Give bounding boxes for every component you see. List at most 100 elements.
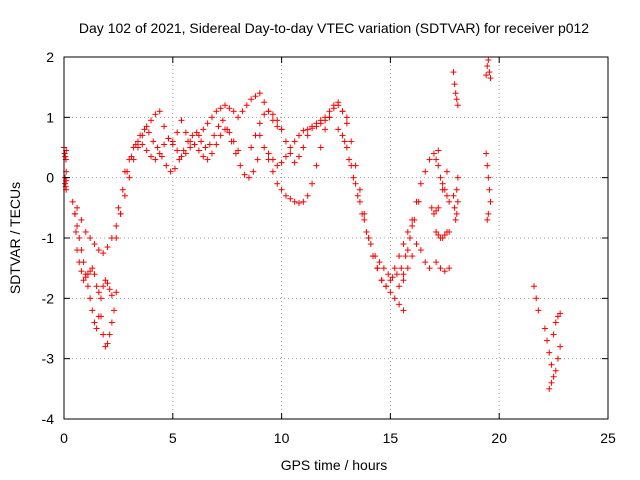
- data-point-marker: [404, 247, 411, 254]
- data-point-marker: [226, 129, 233, 136]
- y-tick-label: -2: [42, 290, 55, 306]
- data-point-marker: [152, 156, 159, 163]
- data-point-marker: [243, 102, 250, 109]
- data-point-marker: [304, 126, 311, 133]
- data-point-marker: [452, 90, 459, 97]
- data-point-marker: [330, 102, 337, 109]
- data-point-marker: [317, 144, 324, 151]
- data-point-marker: [287, 195, 294, 202]
- y-tick-label: -4: [42, 411, 55, 427]
- data-point-marker: [252, 132, 259, 139]
- data-point-marker: [269, 168, 276, 175]
- data-point-marker: [453, 96, 460, 103]
- data-point-marker: [437, 265, 444, 272]
- data-point-marker: [93, 283, 100, 290]
- data-point-marker: [376, 259, 383, 266]
- data-point-marker: [261, 144, 268, 151]
- data-point-marker: [309, 125, 316, 132]
- data-point-marker: [143, 147, 150, 154]
- data-point-marker: [335, 99, 342, 106]
- data-point-marker: [443, 192, 450, 199]
- data-point-marker: [180, 147, 187, 154]
- data-point-marker: [389, 274, 396, 281]
- data-point-marker: [134, 138, 141, 145]
- data-point-marker: [484, 162, 491, 169]
- data-point-marker: [548, 379, 555, 386]
- data-point-marker: [546, 385, 553, 392]
- data-point-marker: [97, 295, 104, 302]
- axis-ticks: [63, 56, 609, 420]
- data-point-marker: [441, 231, 448, 238]
- data-point-marker: [387, 277, 394, 284]
- data-point-marker: [356, 186, 363, 193]
- data-point-marker: [435, 204, 442, 211]
- data-point-marker: [256, 90, 263, 97]
- data-point-marker: [208, 114, 215, 121]
- data-point-marker: [452, 216, 459, 223]
- data-point-marker: [348, 162, 355, 169]
- data-point-marker: [274, 117, 281, 124]
- data-point-marker: [130, 144, 137, 151]
- y-tick-label: -1: [42, 230, 55, 246]
- data-point-marker: [443, 168, 450, 175]
- data-point-marker: [341, 138, 348, 145]
- data-point-marker: [433, 228, 440, 235]
- data-point-marker: [446, 198, 453, 205]
- data-point-marker: [550, 331, 557, 338]
- data-point-marker: [148, 153, 155, 160]
- data-point-marker: [269, 156, 276, 163]
- data-point-marker: [409, 253, 416, 260]
- chart-title: Day 102 of 2021, Sidereal Day-to-day VTE…: [79, 20, 589, 36]
- data-point-marker: [282, 138, 289, 145]
- data-point-marker: [433, 259, 440, 266]
- data-point-marker: [439, 180, 446, 187]
- x-tick-label: 0: [60, 430, 68, 446]
- data-point-marker: [132, 141, 139, 148]
- data-point-marker: [261, 111, 268, 118]
- data-point-marker: [248, 96, 255, 103]
- data-point-marker: [400, 271, 407, 278]
- x-tick-label: 20: [491, 430, 507, 446]
- data-series: [121, 126, 242, 175]
- data-point-marker: [167, 168, 174, 175]
- data-point-marker: [417, 247, 424, 254]
- data-point-marker: [74, 222, 81, 229]
- data-point-marker: [435, 162, 442, 169]
- data-point-marker: [76, 235, 83, 241]
- data-point-marker: [80, 259, 87, 266]
- data-point-marker: [335, 126, 342, 133]
- data-point-marker: [400, 241, 407, 248]
- data-series: [483, 57, 494, 223]
- data-point-marker: [241, 171, 248, 178]
- data-point-marker: [141, 126, 148, 133]
- data-point-marker: [71, 210, 78, 217]
- data-point-marker: [296, 200, 303, 207]
- x-tick-label: 15: [383, 430, 399, 446]
- data-point-marker: [428, 204, 435, 211]
- data-point-marker: [486, 186, 493, 193]
- data-point-marker: [426, 265, 433, 272]
- data-point-marker: [387, 289, 394, 296]
- data-point-marker: [121, 168, 128, 175]
- data-point-marker: [91, 319, 98, 326]
- data-point-marker: [393, 271, 400, 278]
- data-point-marker: [343, 144, 350, 151]
- data-point-marker: [84, 283, 91, 290]
- data-point-marker: [154, 144, 161, 151]
- data-point-marker: [95, 313, 102, 320]
- data-point-marker: [239, 108, 246, 115]
- data-point-marker: [380, 265, 387, 272]
- data-point-marker: [430, 150, 437, 157]
- data-point-marker: [143, 123, 150, 130]
- data-series: [248, 99, 342, 166]
- data-series: [335, 126, 416, 290]
- y-axis-label: SDTVAR / TECUs: [7, 182, 23, 294]
- data-point-marker: [193, 129, 200, 136]
- data-point-marker: [178, 117, 185, 124]
- data-point-marker: [108, 319, 115, 326]
- data-point-marker: [115, 204, 122, 211]
- data-point-marker: [422, 168, 429, 175]
- data-point-marker: [322, 126, 329, 133]
- data-point-marker: [113, 235, 120, 241]
- data-point-marker: [426, 156, 433, 163]
